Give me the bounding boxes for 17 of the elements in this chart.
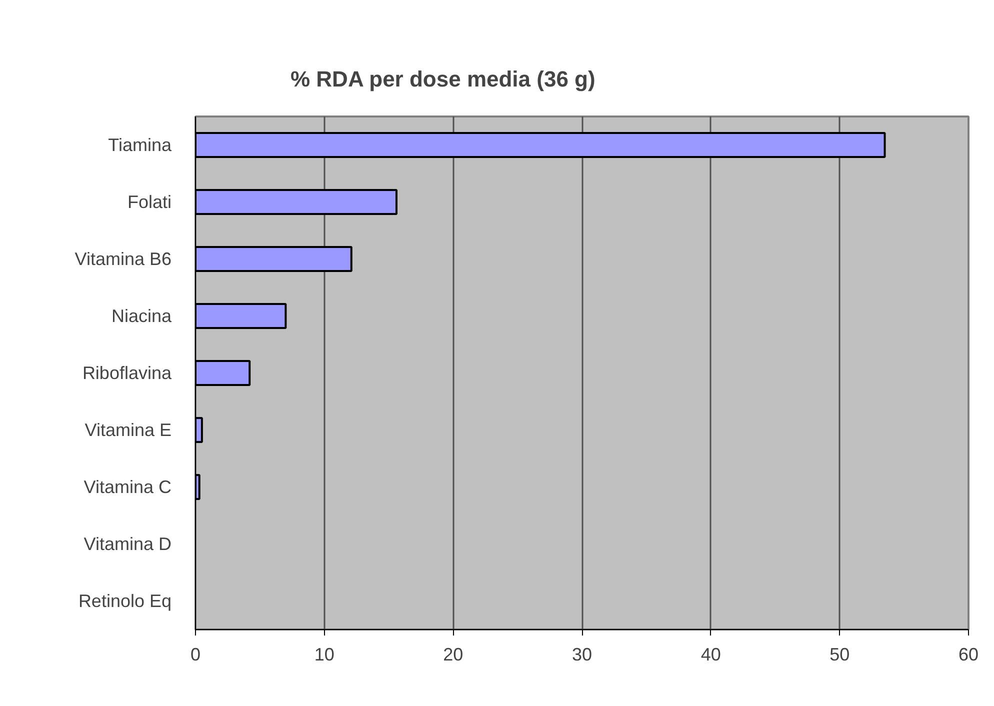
x-tick-label: 60	[958, 644, 979, 664]
y-tick-label: Vitamina D	[84, 534, 172, 554]
y-tick-label: Niacina	[111, 306, 172, 326]
chart-title: % RDA per dose media (36 g)	[290, 66, 596, 92]
y-tick-label: Tiamina	[108, 135, 172, 155]
x-tick-label: 50	[830, 644, 850, 664]
x-tick-label: 10	[314, 644, 334, 664]
y-tick-label: Retinolo Eq	[78, 591, 172, 611]
x-tick-label: 0	[190, 644, 201, 664]
y-tick-label: Riboflavina	[82, 363, 172, 383]
x-tick-label: 30	[572, 644, 592, 664]
y-tick-label: Vitamina C	[84, 477, 172, 497]
y-tick-label: Vitamina B6	[74, 249, 172, 269]
x-tick-label: 20	[443, 644, 464, 664]
y-tick-label: Folati	[127, 192, 172, 212]
x-tick-label: 40	[700, 644, 721, 664]
y-tick-label: Vitamina E	[84, 420, 172, 440]
